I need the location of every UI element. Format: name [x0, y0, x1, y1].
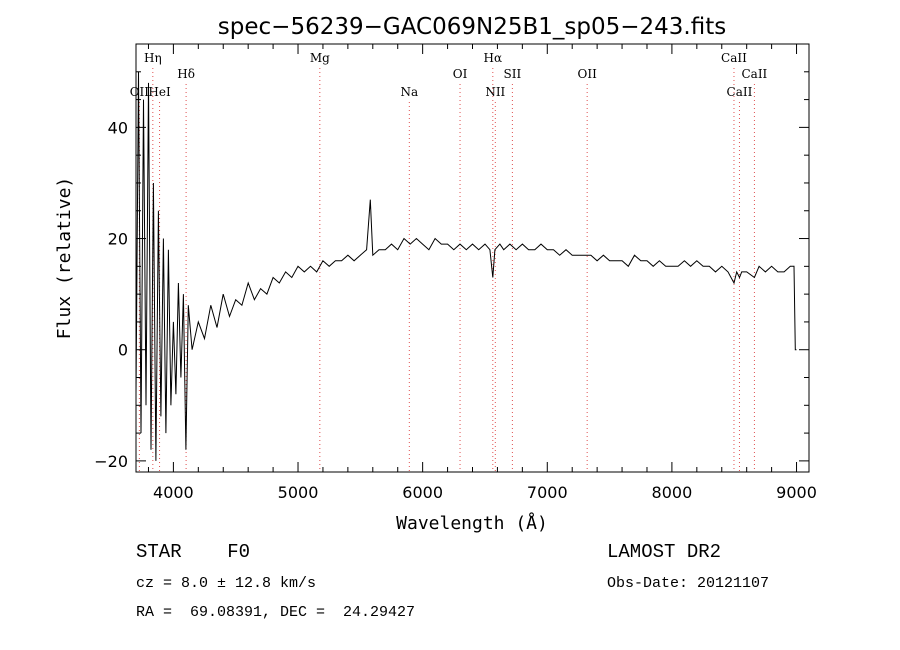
line-marker-label: OI: [453, 67, 468, 81]
line-marker-label: OII: [577, 67, 597, 81]
y-tick-label: −20: [94, 452, 128, 471]
y-tick-label: 20: [108, 230, 128, 249]
line-marker-label: SII: [504, 67, 522, 81]
line-marker-label: Hη: [144, 51, 162, 65]
redshift-info: cz = 8.0 ± 12.8 km/s: [136, 575, 317, 592]
x-tick-label: 8000: [652, 483, 693, 502]
line-marker-label: OII: [130, 85, 150, 99]
line-marker-label: Na: [400, 85, 418, 99]
survey-name: LAMOST DR2: [607, 541, 722, 563]
object-class: STAR F0: [136, 541, 251, 563]
x-axis-label: Wavelength (Å): [396, 512, 548, 534]
line-marker-label: CaII: [721, 51, 747, 65]
line-marker-label: Hα: [484, 51, 503, 65]
line-marker-label: Hδ: [177, 67, 195, 81]
spectrum-series: [136, 71, 797, 461]
line-marker-label: Mg: [310, 51, 330, 65]
observation-date: Obs-Date: 20121107: [607, 575, 770, 592]
line-marker-label: CaII: [727, 85, 753, 99]
plot-frame: [135, 43, 810, 473]
x-tick-label: 9000: [776, 483, 817, 502]
line-marker-label: NII: [485, 85, 505, 99]
x-tick-label: 4000: [153, 483, 194, 502]
y-tick-label: 0: [118, 341, 128, 360]
line-markers: OII Hη HeI Hδ Mg Na OI Hα NII SII OII CaII CaII CaII: [130, 51, 768, 472]
y-axis-ticks: −20 0 20 40: [94, 71, 809, 471]
x-tick-label: 7000: [527, 483, 568, 502]
x-tick-label: 6000: [402, 483, 443, 502]
coordinates: RA = 69.08391, DEC = 24.29427: [136, 604, 416, 621]
y-tick-label: 40: [108, 118, 128, 137]
line-marker-label: HeI: [148, 85, 171, 99]
spectrum-line-0: [136, 71, 797, 461]
y-axis-label: Flux (relative): [54, 177, 75, 340]
x-tick-label: 5000: [278, 483, 319, 502]
chart-title: spec−56239−GAC069N25B1_sp05−243.fits: [218, 14, 726, 40]
line-marker-label: CaII: [741, 67, 767, 81]
spectrum-chart: spec−56239−GAC069N25B1_sp05−243.fits OII…: [54, 14, 817, 534]
x-axis-ticks: 4000 5000 6000 7000 8000 9000: [147, 44, 817, 502]
